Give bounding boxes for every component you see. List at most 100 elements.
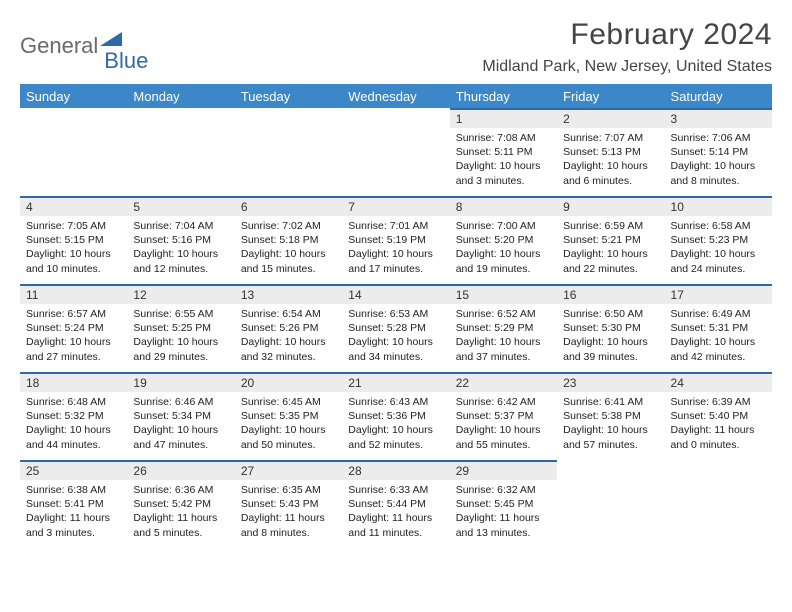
daylight-text: Daylight: 10 hours and 12 minutes. [133, 247, 228, 275]
day-details: Sunrise: 6:39 AMSunset: 5:40 PMDaylight:… [665, 392, 772, 456]
day-details: Sunrise: 7:06 AMSunset: 5:14 PMDaylight:… [665, 128, 772, 192]
sunrise-text: Sunrise: 7:02 AM [241, 219, 336, 233]
daylight-text: Daylight: 10 hours and 22 minutes. [563, 247, 658, 275]
sunrise-text: Sunrise: 6:38 AM [26, 483, 121, 497]
sunrise-text: Sunrise: 7:01 AM [348, 219, 443, 233]
day-number: 14 [342, 284, 449, 304]
day-header: Monday [127, 84, 234, 108]
calendar-cell: 14Sunrise: 6:53 AMSunset: 5:28 PMDayligh… [342, 284, 449, 372]
calendar-cell: 3Sunrise: 7:06 AMSunset: 5:14 PMDaylight… [665, 108, 772, 196]
day-header: Sunday [20, 84, 127, 108]
day-details: Sunrise: 6:43 AMSunset: 5:36 PMDaylight:… [342, 392, 449, 456]
daylight-text: Daylight: 10 hours and 37 minutes. [456, 335, 551, 363]
daylight-text: Daylight: 10 hours and 10 minutes. [26, 247, 121, 275]
day-number: 22 [450, 372, 557, 392]
sunrise-text: Sunrise: 7:08 AM [456, 131, 551, 145]
location-text: Midland Park, New Jersey, United States [482, 58, 772, 76]
sunset-text: Sunset: 5:24 PM [26, 321, 121, 335]
calendar-cell: 5Sunrise: 7:04 AMSunset: 5:16 PMDaylight… [127, 196, 234, 284]
calendar-cell: 8Sunrise: 7:00 AMSunset: 5:20 PMDaylight… [450, 196, 557, 284]
day-number: 12 [127, 284, 234, 304]
day-details: Sunrise: 6:46 AMSunset: 5:34 PMDaylight:… [127, 392, 234, 456]
day-details: Sunrise: 6:36 AMSunset: 5:42 PMDaylight:… [127, 480, 234, 544]
daylight-text: Daylight: 10 hours and 15 minutes. [241, 247, 336, 275]
sunset-text: Sunset: 5:26 PM [241, 321, 336, 335]
day-number: 27 [235, 460, 342, 480]
day-number: 10 [665, 196, 772, 216]
calendar-cell: 13Sunrise: 6:54 AMSunset: 5:26 PMDayligh… [235, 284, 342, 372]
sunset-text: Sunset: 5:41 PM [26, 497, 121, 511]
sunset-text: Sunset: 5:18 PM [241, 233, 336, 247]
sunrise-text: Sunrise: 7:00 AM [456, 219, 551, 233]
sunrise-text: Sunrise: 6:43 AM [348, 395, 443, 409]
calendar-cell: 29Sunrise: 6:32 AMSunset: 5:45 PMDayligh… [450, 460, 557, 548]
sunrise-text: Sunrise: 7:04 AM [133, 219, 228, 233]
sunrise-text: Sunrise: 6:42 AM [456, 395, 551, 409]
day-number: 13 [235, 284, 342, 304]
day-details: Sunrise: 6:50 AMSunset: 5:30 PMDaylight:… [557, 304, 664, 368]
day-number: 1 [450, 108, 557, 128]
daylight-text: Daylight: 11 hours and 11 minutes. [348, 511, 443, 539]
calendar-cell: 23Sunrise: 6:41 AMSunset: 5:38 PMDayligh… [557, 372, 664, 460]
day-details: Sunrise: 6:32 AMSunset: 5:45 PMDaylight:… [450, 480, 557, 544]
day-details: Sunrise: 7:07 AMSunset: 5:13 PMDaylight:… [557, 128, 664, 192]
day-details: Sunrise: 6:42 AMSunset: 5:37 PMDaylight:… [450, 392, 557, 456]
daylight-text: Daylight: 10 hours and 39 minutes. [563, 335, 658, 363]
sunrise-text: Sunrise: 6:52 AM [456, 307, 551, 321]
day-details: Sunrise: 6:58 AMSunset: 5:23 PMDaylight:… [665, 216, 772, 280]
sunset-text: Sunset: 5:43 PM [241, 497, 336, 511]
sunrise-text: Sunrise: 6:46 AM [133, 395, 228, 409]
day-number: 23 [557, 372, 664, 392]
day-number: 11 [20, 284, 127, 304]
day-details: Sunrise: 6:33 AMSunset: 5:44 PMDaylight:… [342, 480, 449, 544]
daylight-text: Daylight: 11 hours and 0 minutes. [671, 423, 766, 451]
day-details: Sunrise: 6:41 AMSunset: 5:38 PMDaylight:… [557, 392, 664, 456]
calendar-cell: 17Sunrise: 6:49 AMSunset: 5:31 PMDayligh… [665, 284, 772, 372]
day-number: 26 [127, 460, 234, 480]
calendar-cell [665, 460, 772, 548]
sunrise-text: Sunrise: 6:58 AM [671, 219, 766, 233]
day-number: 16 [557, 284, 664, 304]
daylight-text: Daylight: 10 hours and 57 minutes. [563, 423, 658, 451]
sunset-text: Sunset: 5:30 PM [563, 321, 658, 335]
day-header: Tuesday [235, 84, 342, 108]
calendar-row: 11Sunrise: 6:57 AMSunset: 5:24 PMDayligh… [20, 284, 772, 372]
calendar-row: 4Sunrise: 7:05 AMSunset: 5:15 PMDaylight… [20, 196, 772, 284]
daylight-text: Daylight: 11 hours and 13 minutes. [456, 511, 551, 539]
sunrise-text: Sunrise: 6:45 AM [241, 395, 336, 409]
day-details: Sunrise: 7:01 AMSunset: 5:19 PMDaylight:… [342, 216, 449, 280]
day-details: Sunrise: 6:38 AMSunset: 5:41 PMDaylight:… [20, 480, 127, 544]
page-title: February 2024 [482, 18, 772, 52]
calendar-cell: 2Sunrise: 7:07 AMSunset: 5:13 PMDaylight… [557, 108, 664, 196]
daylight-text: Daylight: 10 hours and 19 minutes. [456, 247, 551, 275]
calendar-cell: 19Sunrise: 6:46 AMSunset: 5:34 PMDayligh… [127, 372, 234, 460]
daylight-text: Daylight: 10 hours and 6 minutes. [563, 159, 658, 187]
daylight-text: Daylight: 11 hours and 5 minutes. [133, 511, 228, 539]
calendar-cell: 21Sunrise: 6:43 AMSunset: 5:36 PMDayligh… [342, 372, 449, 460]
calendar-cell [557, 460, 664, 548]
day-details: Sunrise: 6:35 AMSunset: 5:43 PMDaylight:… [235, 480, 342, 544]
daylight-text: Daylight: 10 hours and 8 minutes. [671, 159, 766, 187]
calendar-cell: 27Sunrise: 6:35 AMSunset: 5:43 PMDayligh… [235, 460, 342, 548]
sunrise-text: Sunrise: 6:35 AM [241, 483, 336, 497]
calendar-cell: 10Sunrise: 6:58 AMSunset: 5:23 PMDayligh… [665, 196, 772, 284]
daylight-text: Daylight: 10 hours and 27 minutes. [26, 335, 121, 363]
day-details: Sunrise: 6:57 AMSunset: 5:24 PMDaylight:… [20, 304, 127, 368]
daylight-text: Daylight: 10 hours and 29 minutes. [133, 335, 228, 363]
day-header: Thursday [450, 84, 557, 108]
sunset-text: Sunset: 5:15 PM [26, 233, 121, 247]
calendar-row: 25Sunrise: 6:38 AMSunset: 5:41 PMDayligh… [20, 460, 772, 548]
day-details: Sunrise: 7:05 AMSunset: 5:15 PMDaylight:… [20, 216, 127, 280]
day-number: 3 [665, 108, 772, 128]
sunset-text: Sunset: 5:11 PM [456, 145, 551, 159]
sunset-text: Sunset: 5:44 PM [348, 497, 443, 511]
sunset-text: Sunset: 5:35 PM [241, 409, 336, 423]
sunset-text: Sunset: 5:31 PM [671, 321, 766, 335]
sunrise-text: Sunrise: 6:55 AM [133, 307, 228, 321]
sunset-text: Sunset: 5:34 PM [133, 409, 228, 423]
sunset-text: Sunset: 5:25 PM [133, 321, 228, 335]
day-details: Sunrise: 6:52 AMSunset: 5:29 PMDaylight:… [450, 304, 557, 368]
day-number: 2 [557, 108, 664, 128]
calendar-cell: 24Sunrise: 6:39 AMSunset: 5:40 PMDayligh… [665, 372, 772, 460]
daylight-text: Daylight: 10 hours and 24 minutes. [671, 247, 766, 275]
